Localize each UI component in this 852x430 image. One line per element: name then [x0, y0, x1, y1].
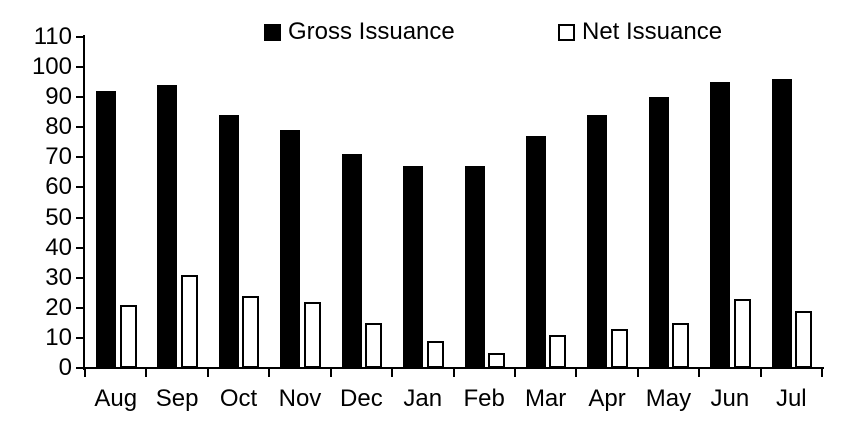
x-tick — [329, 369, 332, 377]
legend-label-net: Net Issuance — [582, 18, 723, 45]
gross-bar-mar — [525, 136, 546, 368]
x-tick — [145, 369, 148, 377]
x-tick — [452, 369, 455, 377]
gross-bar-oct — [218, 115, 239, 368]
net-bar-jul — [795, 310, 813, 368]
gross-bar-sep — [157, 85, 178, 368]
gross-bar-feb — [464, 166, 485, 368]
y-tick — [76, 156, 84, 159]
y-axis-line — [83, 35, 85, 370]
legend-label-gross: Gross Issuance — [288, 18, 455, 45]
gross-issuance-swatch — [264, 23, 281, 41]
x-axis-label-mar: Mar — [524, 385, 567, 412]
x-axis-label-jan: Jan — [403, 385, 443, 412]
y-tick-label: 110 — [33, 23, 72, 50]
y-tick-label: 0 — [58, 354, 72, 381]
x-tick — [513, 369, 516, 377]
y-tick-label: 30 — [45, 263, 72, 291]
net-bar-jun — [733, 298, 751, 368]
y-tick — [76, 126, 84, 129]
x-tick — [268, 369, 271, 377]
x-axis-label-dec: Dec — [340, 385, 383, 412]
x-tick — [575, 369, 578, 377]
y-tick — [76, 306, 84, 309]
gross-bar-dec — [341, 154, 362, 368]
y-tick — [76, 276, 84, 279]
net-issuance-swatch — [558, 23, 575, 41]
y-tick — [76, 36, 84, 38]
y-tick-label: 100 — [31, 53, 72, 81]
y-tick-label: 60 — [45, 173, 72, 201]
net-bar-apr — [610, 328, 628, 368]
x-axis-label-oct: Oct — [219, 385, 258, 412]
x-axis-line — [83, 367, 824, 369]
y-tick — [76, 367, 84, 369]
net-bar-nov — [303, 301, 321, 368]
x-axis-label-nov: Nov — [278, 385, 322, 412]
net-bar-feb — [488, 352, 505, 368]
legend-item-net: Net Issuance — [558, 18, 722, 46]
y-tick-label: 80 — [45, 113, 72, 141]
x-axis-label-jun: Jun — [710, 385, 750, 412]
x-axis-label-sep: Sep — [155, 385, 199, 412]
net-bar-jan — [426, 340, 444, 368]
net-bar-may — [672, 322, 690, 368]
net-bar-sep — [180, 274, 198, 368]
net-bar-oct — [242, 295, 260, 368]
gross-bar-aug — [96, 91, 116, 368]
x-axis-label-apr: Apr — [588, 385, 626, 412]
net-bar-aug — [119, 304, 137, 368]
y-tick-label: 20 — [45, 293, 72, 321]
y-tick-label: 50 — [45, 203, 72, 231]
x-tick — [759, 369, 762, 377]
gross-bar-jan — [403, 166, 424, 368]
x-tick — [391, 369, 394, 377]
gross-bar-jul — [771, 79, 792, 368]
gross-bar-apr — [587, 115, 608, 368]
y-tick — [76, 216, 84, 219]
y-tick — [76, 66, 84, 69]
y-tick-label: 90 — [45, 83, 72, 111]
gross-bar-may — [648, 97, 669, 368]
x-tick — [821, 369, 823, 377]
net-bar-mar — [549, 334, 567, 368]
x-tick — [698, 369, 701, 377]
gross-bar-nov — [280, 130, 301, 368]
x-tick — [84, 369, 86, 377]
y-tick — [76, 246, 84, 249]
legend-item-gross: Gross Issuance — [264, 18, 455, 46]
net-bar-dec — [365, 322, 383, 368]
y-tick — [76, 336, 84, 339]
y-tick — [76, 186, 84, 189]
y-tick-label: 40 — [45, 233, 72, 261]
gross-bar-jun — [710, 82, 731, 368]
y-tick — [76, 96, 84, 99]
y-tick-label: 70 — [45, 143, 72, 171]
x-axis-label-aug: Aug — [94, 385, 138, 412]
x-axis-label-feb: Feb — [463, 385, 505, 412]
x-tick — [636, 369, 639, 377]
y-tick-label: 10 — [45, 323, 72, 351]
x-axis-label-jul: Jul — [775, 385, 807, 412]
x-axis-label-may: May — [645, 385, 692, 412]
x-tick — [206, 369, 209, 377]
